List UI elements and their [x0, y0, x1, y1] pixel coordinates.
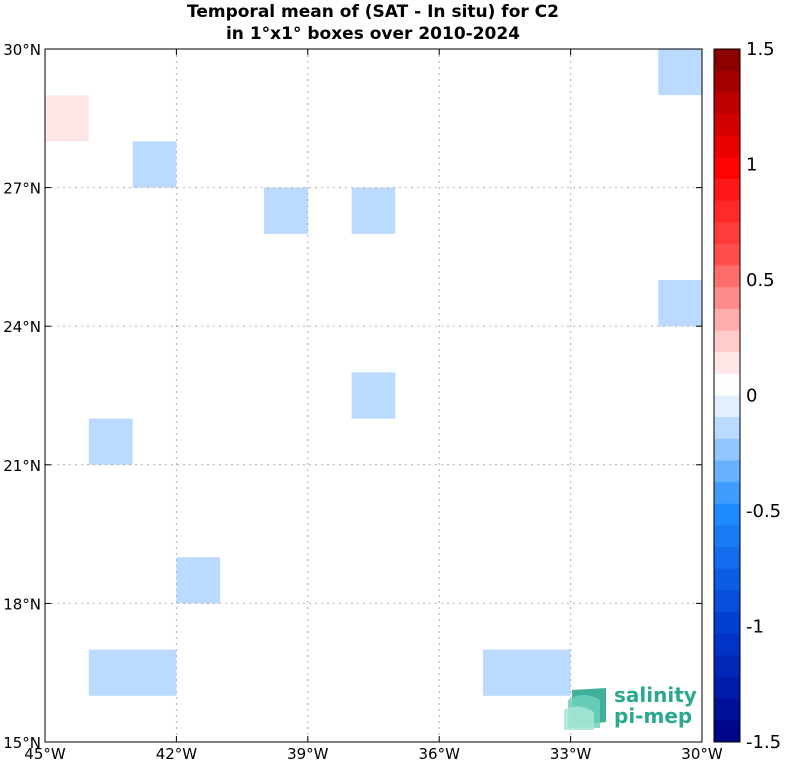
y-tick-label: 21°N — [3, 457, 41, 475]
y-tick-label: 15°N — [3, 734, 41, 752]
colorbar-labels: 1.5 1 0.5 0 -0.5 -1 -1.5 — [746, 39, 781, 753]
colorbar-segment — [714, 135, 740, 158]
x-tick-label: 33°W — [550, 745, 592, 763]
data-cell — [483, 649, 571, 696]
colorbar-segment — [714, 308, 740, 332]
x-tick-label: 45°W — [24, 745, 66, 763]
data-cell — [132, 141, 177, 188]
colorbar-segment — [714, 503, 740, 526]
title-line-2: in 1°x1° boxes over 2010-2024 — [226, 24, 520, 44]
colorbar-segment — [714, 70, 740, 93]
data-cell — [264, 187, 308, 234]
data-cell — [658, 49, 702, 96]
x-axis-labels: 45°W 42°W 39°W 36°W 33°W 30°W — [24, 745, 723, 763]
map-grid — [45, 49, 702, 742]
colorbar-segment — [714, 677, 740, 700]
colorbar-segment — [714, 330, 740, 353]
colorbar-tick-label: -1.5 — [746, 732, 781, 753]
data-cell — [351, 372, 396, 419]
y-axis-labels: 15°N 18°N 21°N 24°N 27°N 30°N — [3, 41, 41, 752]
y-tick-label: 18°N — [3, 595, 41, 613]
colorbar-segment — [714, 373, 740, 396]
colorbar-segment — [714, 720, 740, 743]
colorbar — [714, 49, 740, 743]
data-cell — [88, 418, 133, 465]
colorbar-tick-label: 1 — [746, 155, 757, 176]
colorbar-tick-label: -1 — [746, 617, 764, 638]
colorbar-segment — [714, 352, 740, 375]
colorbar-segment — [714, 698, 740, 721]
colorbar-segment — [714, 590, 740, 613]
colorbar-segment — [714, 633, 740, 656]
colorbar-segment — [714, 243, 740, 267]
data-cell — [88, 649, 177, 696]
wave-logo-icon — [564, 688, 606, 730]
salinity-pi-mep-logo: salinity pi-mep — [564, 683, 697, 730]
x-tick-label: 39°W — [287, 745, 329, 763]
colorbar-segment — [714, 113, 740, 137]
logo-text-line-1: salinity — [614, 683, 697, 707]
colorbar-segment — [714, 92, 740, 115]
colorbar-segment — [714, 200, 740, 223]
colorbar-segment — [714, 460, 740, 483]
colorbar-tick-label: 1.5 — [746, 39, 775, 60]
colorbar-tick-label: -0.5 — [746, 501, 781, 522]
data-cell — [658, 280, 702, 327]
y-tick-label: 27°N — [3, 180, 41, 198]
colorbar-frame — [713, 48, 741, 743]
colorbar-segment — [714, 655, 740, 678]
colorbar-segment — [714, 287, 740, 310]
map-cells — [45, 49, 702, 696]
colorbar-tick-label: 0.5 — [746, 270, 775, 291]
colorbar-segment — [714, 438, 740, 461]
title-line-1: Temporal mean of (SAT - In situ) for C2 — [187, 2, 559, 22]
map-frame — [44, 48, 703, 743]
y-tick-label: 30°N — [3, 41, 41, 59]
colorbar-segment — [714, 222, 740, 245]
data-cell — [351, 187, 396, 234]
data-cell — [45, 95, 89, 142]
x-tick-label: 30°W — [681, 745, 723, 763]
y-tick-label: 24°N — [3, 318, 41, 336]
colorbar-segment — [714, 178, 740, 202]
colorbar-segment — [714, 417, 740, 440]
colorbar-segment — [714, 265, 740, 288]
colorbar-segment — [714, 568, 740, 591]
colorbar-segment — [714, 547, 740, 570]
colorbar-segment — [714, 525, 740, 548]
colorbar-segment — [714, 482, 740, 505]
colorbar-segment — [714, 612, 740, 635]
data-cell — [176, 557, 221, 604]
x-tick-label: 42°W — [156, 745, 198, 763]
logo-text-line-2: pi-mep — [614, 704, 692, 728]
colorbar-segment — [714, 157, 740, 180]
colorbar-segment — [714, 395, 740, 418]
colorbar-segment — [714, 49, 740, 72]
colorbar-tick-label: 0 — [746, 386, 757, 407]
x-tick-label: 36°W — [418, 745, 460, 763]
